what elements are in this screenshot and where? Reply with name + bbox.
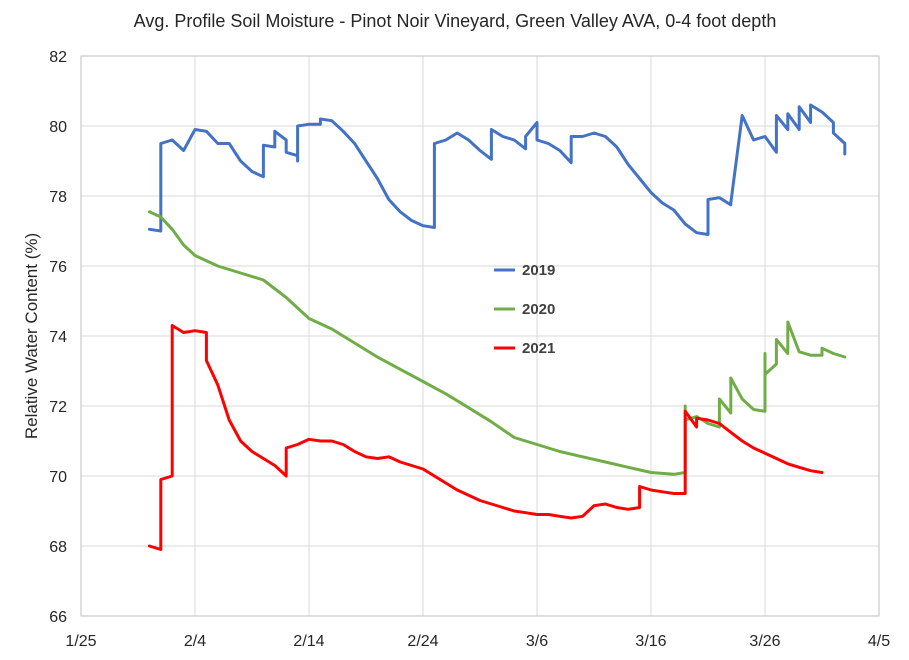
series-line-2020 xyxy=(147,210,847,476)
y-tick-label: 72 xyxy=(49,399,67,416)
y-axis-label: Relative Water Content (%) xyxy=(22,233,41,439)
series-line-2021 xyxy=(147,324,824,551)
plot-area-border xyxy=(80,55,880,617)
x-tick-label: 4/5 xyxy=(868,633,890,650)
x-tick-label: 2/4 xyxy=(184,633,206,650)
x-tick-label: 1/25 xyxy=(65,633,96,650)
x-tick-label: 3/26 xyxy=(749,633,780,650)
legend-label-2019: 2019 xyxy=(522,262,555,279)
x-tick-label: 2/24 xyxy=(407,633,438,650)
y-tick-label: 80 xyxy=(49,119,67,136)
y-tick-label: 70 xyxy=(49,469,67,486)
x-tick-label: 2/14 xyxy=(293,633,324,650)
legend-label-2020: 2020 xyxy=(522,301,555,318)
y-tick-label: 78 xyxy=(49,189,67,206)
y-axis-ticks: 66 68 70 72 74 76 78 80 82 xyxy=(49,49,67,626)
y-tick-label: 82 xyxy=(49,49,67,66)
x-tick-label: 3/6 xyxy=(526,633,548,650)
y-tick-label: 74 xyxy=(49,329,67,346)
x-axis-ticks: 1/25 2/4 2/14 2/24 3/6 3/16 3/26 4/5 xyxy=(65,633,890,650)
series-lines xyxy=(147,103,847,551)
y-tick-label: 66 xyxy=(49,609,67,626)
series-line-2019 xyxy=(147,103,847,236)
chart-title: Avg. Profile Soil Moisture - Pinot Noir … xyxy=(134,11,777,31)
x-tick-label: 3/16 xyxy=(635,633,666,650)
y-tick-label: 76 xyxy=(49,259,67,276)
legend-label-2021: 2021 xyxy=(522,340,555,357)
y-tick-label: 68 xyxy=(49,539,67,556)
grid-lines xyxy=(80,55,880,617)
legend: 2019 2020 2021 xyxy=(494,262,555,357)
